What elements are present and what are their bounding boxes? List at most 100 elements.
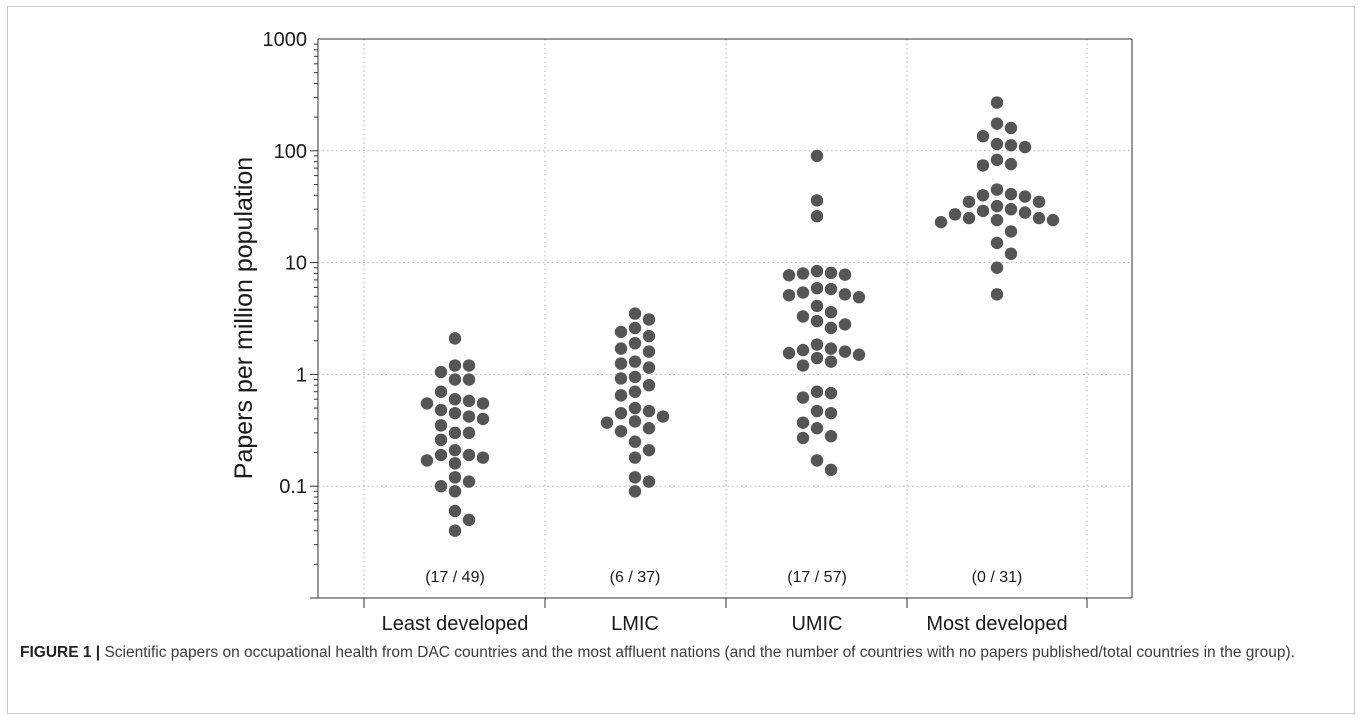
- data-point: [838, 268, 852, 281]
- data-point: [962, 211, 976, 225]
- data-point: [1046, 213, 1060, 227]
- data-point: [448, 393, 462, 406]
- data-point: [976, 130, 990, 143]
- data-point: [614, 372, 628, 385]
- data-point: [782, 289, 796, 302]
- y-tick-label: 1000: [263, 29, 308, 51]
- data-point: [976, 159, 990, 172]
- data-point: [810, 194, 824, 207]
- category-annotation: (6 / 37): [610, 569, 661, 586]
- x-tick-label: Least developed: [382, 613, 529, 635]
- data-point: [656, 410, 670, 423]
- data-point: [976, 189, 990, 202]
- data-point: [434, 403, 448, 417]
- data-point: [476, 412, 490, 426]
- data-point: [1032, 195, 1046, 208]
- y-tick-label: 1: [296, 364, 307, 386]
- data-point: [628, 471, 642, 484]
- data-point: [810, 404, 824, 418]
- category-annotation: (17 / 57): [787, 569, 847, 586]
- data-point: [796, 310, 810, 323]
- data-point: [476, 451, 490, 464]
- data-point: [448, 471, 462, 484]
- data-point: [1018, 140, 1032, 154]
- data-point: [852, 348, 866, 361]
- data-point: [434, 365, 448, 379]
- data-point: [628, 307, 642, 320]
- data-point: [810, 210, 824, 223]
- data-point: [824, 463, 838, 477]
- data-point: [990, 153, 1004, 167]
- data-point: [948, 208, 962, 221]
- data-point: [476, 397, 490, 410]
- data-point: [462, 448, 476, 462]
- data-point: [1018, 206, 1032, 219]
- data-point: [628, 337, 642, 350]
- x-tick-label: UMIC: [791, 613, 842, 635]
- data-point: [628, 415, 642, 428]
- data-point: [448, 373, 462, 386]
- data-point: [642, 379, 656, 392]
- data-point: [462, 410, 476, 423]
- data-point: [782, 269, 796, 282]
- data-point: [824, 321, 838, 335]
- data-point: [614, 325, 628, 339]
- data-point: [824, 355, 838, 368]
- x-tick-label: Most developed: [926, 613, 1067, 635]
- y-axis-label: Papers per million population: [230, 157, 258, 479]
- data-point: [448, 504, 462, 518]
- data-point: [448, 332, 462, 345]
- figure-caption: FIGURE 1 | Scientific papers on occupati…: [20, 642, 1338, 664]
- data-point: [824, 406, 838, 420]
- data-point: [448, 457, 462, 470]
- data-point: [796, 343, 810, 357]
- data-point: [614, 342, 628, 355]
- data-point: [642, 475, 656, 488]
- data-point: [628, 385, 642, 398]
- data-point: [434, 419, 448, 432]
- data-point: [824, 342, 838, 355]
- data-point: [628, 485, 642, 498]
- y-tick-label: 0.1: [279, 476, 307, 498]
- data-point: [838, 345, 852, 358]
- data-point: [462, 394, 476, 408]
- y-tick-label: 100: [274, 141, 307, 163]
- scatter-chart: 0.1 1 10 100 1000 Least developed (17 / 49) LMI…: [230, 29, 1133, 635]
- data-point: [1004, 247, 1018, 260]
- data-point: [796, 391, 810, 404]
- data-point: [934, 215, 948, 229]
- data-point: [782, 346, 796, 360]
- data-point: [642, 345, 656, 358]
- data-point: [462, 426, 476, 440]
- data-point: [462, 475, 476, 488]
- data-point: [810, 422, 824, 435]
- data-point: [642, 443, 656, 457]
- data-point: [838, 318, 852, 331]
- data-point: [434, 433, 448, 447]
- category-annotation: (0 / 31): [972, 569, 1023, 586]
- data-point: [962, 195, 976, 208]
- data-point: [614, 389, 628, 402]
- data-point: [448, 524, 462, 537]
- data-point: [810, 385, 824, 398]
- data-point: [628, 370, 642, 384]
- data-point: [462, 359, 476, 372]
- data-point: [990, 183, 1004, 196]
- data-point: [824, 282, 838, 296]
- data-point: [1004, 225, 1018, 238]
- figure-caption-text: Scientific papers on occupational health…: [104, 644, 1295, 661]
- axes: [310, 38, 1133, 608]
- data-point: [796, 359, 810, 372]
- data-point: [976, 204, 990, 218]
- data-point: [810, 149, 824, 163]
- data-point: [614, 406, 628, 420]
- data-point: [796, 431, 810, 445]
- data-point: [1032, 211, 1046, 225]
- figure-label: FIGURE 1 |: [20, 644, 101, 661]
- data-point: [990, 199, 1004, 213]
- data-point: [642, 361, 656, 374]
- data-point: [1018, 190, 1032, 203]
- data-point: [990, 261, 1004, 274]
- data-point: [810, 454, 824, 467]
- data-point: [448, 359, 462, 372]
